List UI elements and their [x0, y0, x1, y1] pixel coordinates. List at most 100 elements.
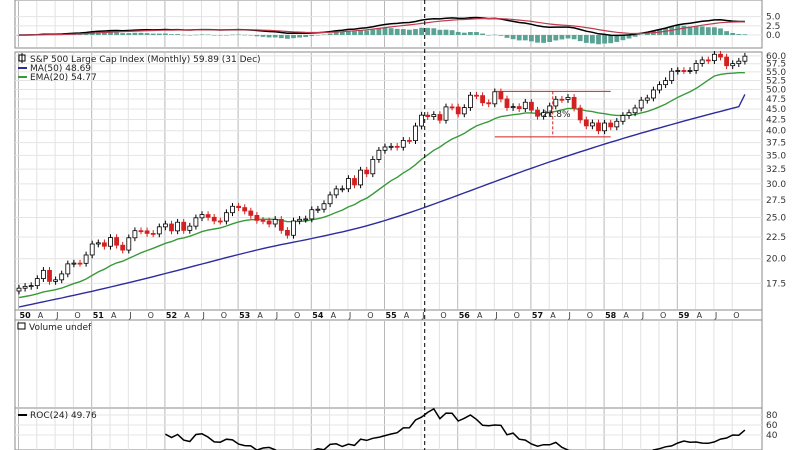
candle — [303, 215, 309, 223]
candle-body — [602, 122, 607, 132]
macd-histogram-bar — [687, 26, 693, 35]
candle-body — [718, 53, 723, 58]
macd-histogram-bar — [303, 35, 309, 38]
candle — [693, 60, 699, 74]
macd-histogram-bar — [224, 35, 229, 36]
candle-body — [254, 214, 260, 221]
macd-signal-line — [19, 18, 745, 36]
macd-histogram-bar — [596, 35, 601, 45]
candle-body — [345, 178, 351, 190]
candle — [712, 50, 717, 64]
candle-body — [388, 145, 394, 148]
annotation-label: -21.8% — [539, 110, 571, 120]
candle-body — [724, 56, 729, 67]
x-tick-label: A — [477, 311, 483, 320]
x-tick-label: J — [55, 311, 58, 320]
candle-body — [669, 70, 675, 81]
candle-body — [657, 84, 662, 91]
x-tick-label: 53 — [239, 311, 250, 320]
price-tick-label: 20.0 — [766, 255, 786, 265]
candle — [53, 276, 58, 285]
x-tick-label: O — [294, 311, 300, 320]
candle-body — [114, 237, 119, 246]
candle-body — [59, 273, 65, 281]
candle-body — [291, 220, 296, 236]
x-tick-label: 57 — [532, 311, 543, 320]
macd-histogram-bar — [144, 33, 150, 35]
candle — [522, 98, 528, 112]
candle — [211, 214, 217, 225]
candle-body — [443, 106, 449, 121]
candle — [95, 239, 101, 248]
candle — [242, 204, 248, 215]
candle-body — [510, 106, 516, 109]
candle — [535, 106, 540, 120]
price-tick-label: 55.0 — [766, 68, 786, 78]
candle-body — [504, 98, 510, 108]
candle-body — [47, 269, 52, 282]
candle — [376, 146, 382, 163]
candle — [47, 267, 52, 285]
candle — [400, 137, 406, 151]
volume-panel: Volume undef — [14, 319, 763, 409]
price-panel: -21.8% 17.5 20.0 22.5 25.0 27.5 30.0 32.5 35.0 3… — [14, 50, 786, 311]
macd-histogram-bar — [602, 35, 607, 44]
macd-histogram-bar — [108, 31, 113, 35]
macd-histogram — [16, 25, 748, 45]
candle — [730, 60, 736, 70]
candle — [315, 205, 321, 214]
candle-body — [486, 102, 492, 105]
candle — [126, 234, 132, 254]
candle-body — [71, 262, 77, 265]
macd-histogram-bar — [114, 32, 119, 35]
candle — [687, 67, 693, 74]
candle-body — [260, 219, 266, 222]
candle-body — [162, 223, 168, 228]
candle — [339, 185, 345, 193]
candle — [77, 259, 83, 267]
macd-histogram-bar — [522, 35, 528, 41]
candle-body — [480, 95, 486, 104]
x-tick-label: 55 — [386, 311, 398, 320]
macd-histogram-bar — [705, 27, 711, 35]
price-grid — [15, 53, 762, 309]
x-tick-label: 59 — [678, 311, 690, 320]
macd-histogram-bar — [437, 29, 443, 35]
x-tick-label: 54 — [312, 311, 324, 320]
candle-body — [644, 97, 650, 101]
candle — [614, 117, 620, 131]
x-tick-label: 51 — [93, 311, 105, 320]
candle-body — [156, 226, 162, 235]
candle — [284, 227, 290, 239]
drawdown-annotation: -21.8% — [494, 90, 611, 138]
macd-histogram-bar — [394, 28, 400, 35]
candle — [449, 103, 455, 111]
candle-body — [730, 63, 736, 67]
macd-histogram-bar — [590, 35, 595, 44]
candle-body — [413, 125, 418, 142]
candle — [596, 119, 601, 135]
candle-body — [516, 106, 522, 110]
macd-histogram-bar — [266, 35, 272, 38]
macd-histogram-bar — [181, 34, 187, 36]
candle-body — [315, 208, 321, 211]
macd-histogram-bar — [461, 32, 467, 35]
candle — [455, 103, 461, 118]
candle — [327, 191, 333, 208]
candle-body — [77, 262, 83, 265]
macd-histogram-bar — [547, 35, 553, 43]
candle-body — [712, 53, 717, 62]
candle — [34, 275, 40, 289]
macd-histogram-bar — [614, 35, 620, 42]
candlesticks — [16, 50, 748, 295]
candle — [724, 53, 729, 70]
candle-body — [83, 254, 89, 264]
roc-grid — [15, 409, 762, 450]
candle-body — [120, 244, 126, 251]
candle — [681, 67, 687, 74]
candle — [431, 111, 437, 120]
macd-histogram-bar — [571, 35, 577, 40]
candle — [577, 104, 583, 124]
candle-body — [126, 237, 132, 251]
candle — [516, 103, 522, 112]
